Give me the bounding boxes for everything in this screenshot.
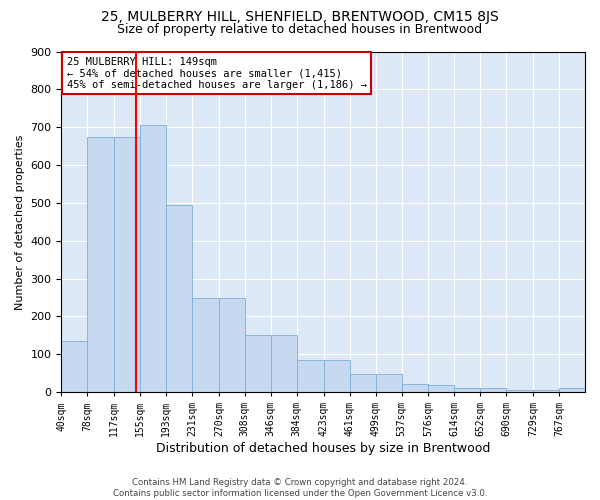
Bar (350, 374, 376, 392)
Text: 25, MULBERRY HILL, SHENFIELD, BRENTWOOD, CM15 8JS: 25, MULBERRY HILL, SHENFIELD, BRENTWOOD,… (101, 10, 499, 24)
Text: Contains HM Land Registry data © Crown copyright and database right 2024.
Contai: Contains HM Land Registry data © Crown c… (113, 478, 487, 498)
Bar (192, 298, 219, 392)
Bar (88, 136, 114, 392)
Bar (219, 298, 245, 392)
Text: 25 MULBERRY HILL: 149sqm
← 54% of detached houses are smaller (1,415)
45% of sem: 25 MULBERRY HILL: 149sqm ← 54% of detach… (67, 56, 367, 90)
Bar (245, 336, 271, 392)
Bar (376, 374, 401, 392)
Bar (454, 388, 480, 392)
Bar (323, 360, 350, 392)
Y-axis label: Number of detached properties: Number of detached properties (15, 134, 25, 310)
X-axis label: Distribution of detached houses by size in Brentwood: Distribution of detached houses by size … (156, 442, 490, 455)
Bar (401, 384, 428, 392)
Bar (559, 388, 585, 392)
Bar (271, 336, 297, 392)
Bar (428, 386, 454, 392)
Bar (140, 126, 166, 392)
Bar (114, 136, 140, 392)
Bar (166, 205, 192, 392)
Bar (61, 341, 88, 392)
Bar (506, 390, 533, 392)
Bar (533, 390, 559, 392)
Bar (297, 360, 323, 392)
Bar (480, 388, 506, 392)
Text: Size of property relative to detached houses in Brentwood: Size of property relative to detached ho… (118, 22, 482, 36)
